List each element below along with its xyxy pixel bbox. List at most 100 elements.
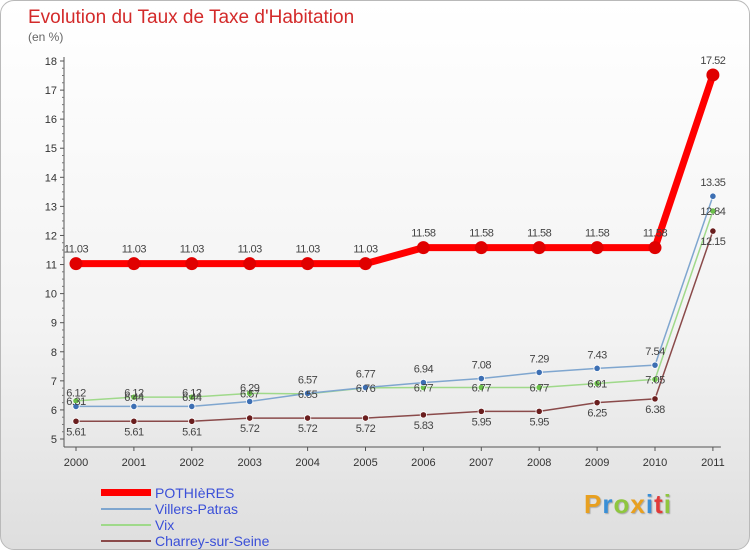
data-label: 6.77 <box>529 383 549 395</box>
data-point <box>593 364 601 372</box>
data-label: 6.12 <box>66 387 86 399</box>
data-point <box>648 241 662 255</box>
legend-label: Vix <box>155 517 175 533</box>
y-tick-label: 12 <box>45 230 57 242</box>
data-point <box>130 393 138 401</box>
data-point <box>651 375 659 383</box>
data-label: 6.12 <box>182 387 202 399</box>
data-point <box>246 397 254 406</box>
data-point <box>188 402 196 411</box>
y-tick-label: 13 <box>45 201 57 213</box>
data-label: 6.44 <box>182 392 202 404</box>
data-point <box>651 361 659 369</box>
data-point <box>127 257 141 271</box>
data-label: 6.25 <box>587 408 607 420</box>
x-tick-label: 2005 <box>353 457 377 469</box>
data-label: 5.61 <box>66 426 86 438</box>
data-point <box>303 389 312 397</box>
x-tick-label: 2011 <box>701 457 725 469</box>
x-tick-label: 2006 <box>411 457 435 469</box>
data-point <box>361 383 370 392</box>
data-label: 6.12 <box>124 387 144 399</box>
data-point <box>416 241 430 255</box>
y-tick-label: 18 <box>45 56 57 68</box>
x-tick-label: 2010 <box>643 457 667 469</box>
data-label: 12.84 <box>700 206 725 218</box>
logo-letter: x <box>630 489 646 519</box>
x-tick-label: 2007 <box>469 457 493 469</box>
legend-swatch <box>101 508 151 510</box>
series-line <box>76 230 714 423</box>
data-label: 7.54 <box>645 346 665 358</box>
proxiti-logo: Proxiti <box>584 489 672 520</box>
data-point <box>474 241 488 255</box>
data-label: 5.83 <box>414 420 434 432</box>
y-tick-label: 10 <box>45 289 57 301</box>
data-label: 5.72 <box>298 423 318 435</box>
logo-letter: o <box>613 489 631 519</box>
data-point <box>590 241 604 255</box>
data-label: 11.58 <box>411 228 436 240</box>
x-tick-label: 2008 <box>527 457 551 469</box>
x-tick-label: 2001 <box>122 457 146 469</box>
data-label: 7.05 <box>645 374 665 386</box>
data-label: 11.03 <box>180 244 205 256</box>
y-tick-label: 16 <box>45 114 57 126</box>
data-label: 5.61 <box>124 426 144 438</box>
data-point <box>188 393 196 401</box>
data-label: 7.29 <box>529 353 549 365</box>
data-label: 7.08 <box>472 360 492 372</box>
data-point <box>593 379 601 388</box>
data-point <box>361 414 370 422</box>
data-label: 11.03 <box>353 244 378 256</box>
data-point <box>419 378 427 387</box>
x-tick-label: 2004 <box>295 457 319 469</box>
legend-label: Villers-Patras <box>155 501 238 517</box>
legend-item: Vix <box>101 517 361 533</box>
data-label: 6.77 <box>414 383 434 395</box>
data-label: 11.03 <box>295 244 320 256</box>
y-tick-label: 14 <box>45 172 57 184</box>
y-tick-label: 17 <box>45 85 57 97</box>
data-label: 6.31 <box>66 396 86 408</box>
data-point <box>359 257 372 271</box>
data-point <box>593 399 601 407</box>
data-label: 6.76 <box>356 383 376 395</box>
data-label: 5.61 <box>182 426 202 438</box>
chart-title: Evolution du Taux de Taxe d'Habitation <box>28 7 355 28</box>
data-point <box>243 257 257 271</box>
legend-label: Charrey-sur-Seine <box>155 533 270 549</box>
data-label: 5.95 <box>472 416 492 428</box>
data-point <box>709 227 717 235</box>
data-point <box>246 389 254 397</box>
data-label: 6.77 <box>472 383 492 395</box>
data-label: 11.58 <box>469 228 494 240</box>
data-point <box>535 368 543 377</box>
data-point <box>185 257 199 271</box>
data-label: 7.43 <box>587 349 607 361</box>
series-line <box>76 73 717 268</box>
series-0 <box>69 68 720 271</box>
series-line <box>76 195 714 408</box>
x-tick-label: 2000 <box>64 457 88 469</box>
line-chart: 5 6 7 8 9 10 11 12 13 14 15 16 17 18 2000 2001 2002 2003 2… <box>45 55 727 469</box>
legend-item: POTHIèRES <box>101 485 361 501</box>
data-label: 11.58 <box>585 228 610 240</box>
data-label: 6.91 <box>587 378 607 390</box>
data-label: 11.03 <box>64 244 89 256</box>
data-label: 6.94 <box>414 364 434 376</box>
legend-swatch <box>101 540 151 542</box>
series-2 <box>72 207 717 405</box>
data-point <box>72 402 80 411</box>
data-point <box>72 417 80 425</box>
data-label: 6.29 <box>240 382 260 394</box>
logo-letter: i <box>645 489 655 519</box>
data-point <box>535 383 543 392</box>
data-label: 6.44 <box>124 392 144 404</box>
logo-letter: t <box>654 489 664 519</box>
legend-swatch <box>101 524 151 526</box>
logo-letter: P <box>584 489 603 519</box>
x-tick-label: 2002 <box>180 457 204 469</box>
logo-letter: r <box>602 489 614 519</box>
data-label: 6.55 <box>298 389 318 401</box>
